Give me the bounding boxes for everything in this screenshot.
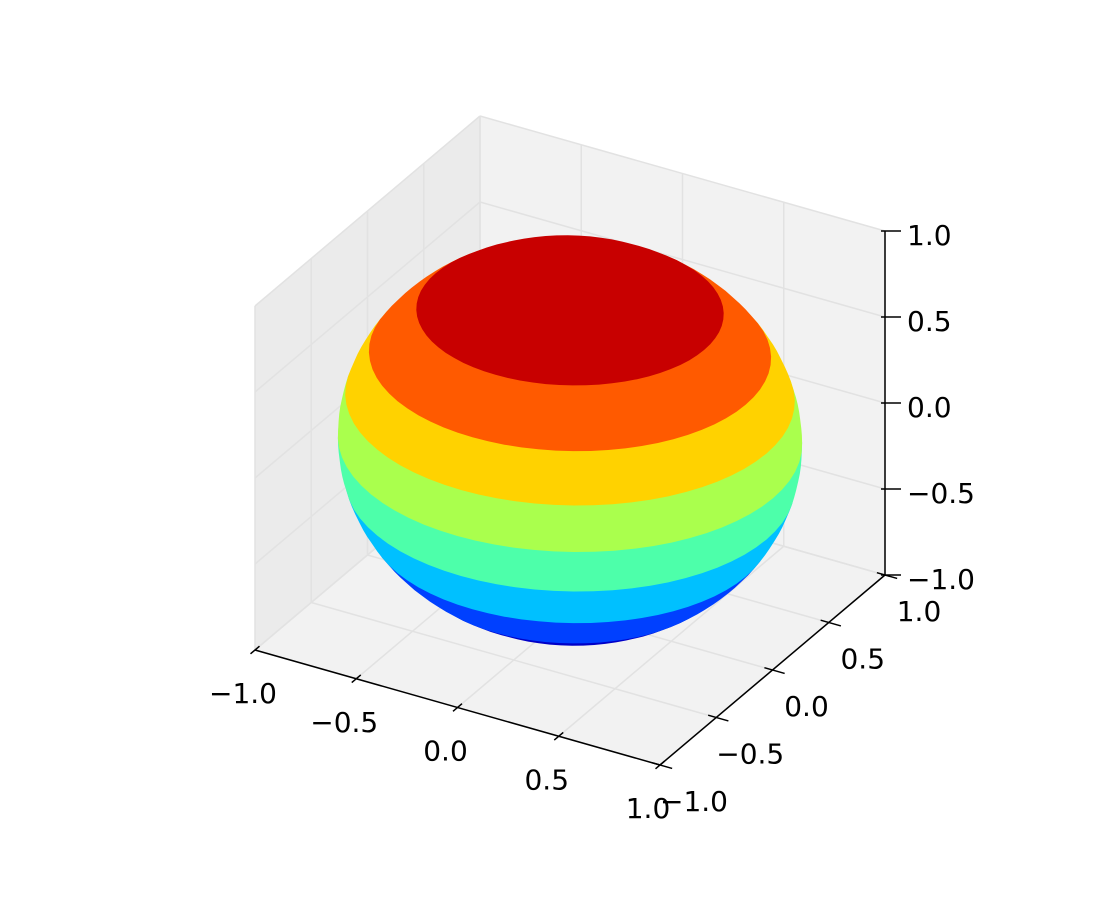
y-tick (707, 714, 729, 722)
z-tick-label: 0.0 (907, 391, 952, 424)
x-tick (351, 674, 362, 684)
x-tick-label: −1.0 (209, 677, 277, 710)
grid-line (479, 201, 886, 318)
y-tick-label: −0.5 (716, 738, 784, 771)
x-tick-label: 0.5 (524, 763, 569, 796)
y-tick (651, 761, 673, 770)
y-tick-label: 0.0 (784, 690, 829, 723)
z-tick-label: 1.0 (907, 219, 952, 252)
contour-band (416, 235, 724, 386)
grid-line (254, 201, 481, 393)
grid-line (311, 601, 717, 719)
z-tick-label: 0.5 (907, 305, 952, 338)
x-tick (250, 645, 260, 655)
x-tick (452, 703, 463, 712)
grid-line (254, 115, 481, 307)
z-tick-label: −0.5 (907, 477, 975, 510)
y-tick-label: 1.0 (897, 595, 942, 628)
x-tick-label: −0.5 (310, 706, 378, 739)
y-tick-label: 0.5 (840, 643, 885, 676)
axes: −1.0−0.50.00.51.0−1.0−0.50.00.51.0−1.0−0… (209, 219, 975, 825)
y-tick-label: −1.0 (660, 785, 728, 818)
x-tick-label: 0.0 (423, 735, 468, 768)
grid-line (479, 115, 886, 232)
x-tick (553, 731, 564, 741)
surface (337, 235, 803, 646)
y-tick (764, 666, 785, 675)
x-tick-label: 1.0 (626, 792, 671, 825)
z-tick-label: −1.0 (907, 563, 975, 596)
y-tick (820, 619, 842, 627)
